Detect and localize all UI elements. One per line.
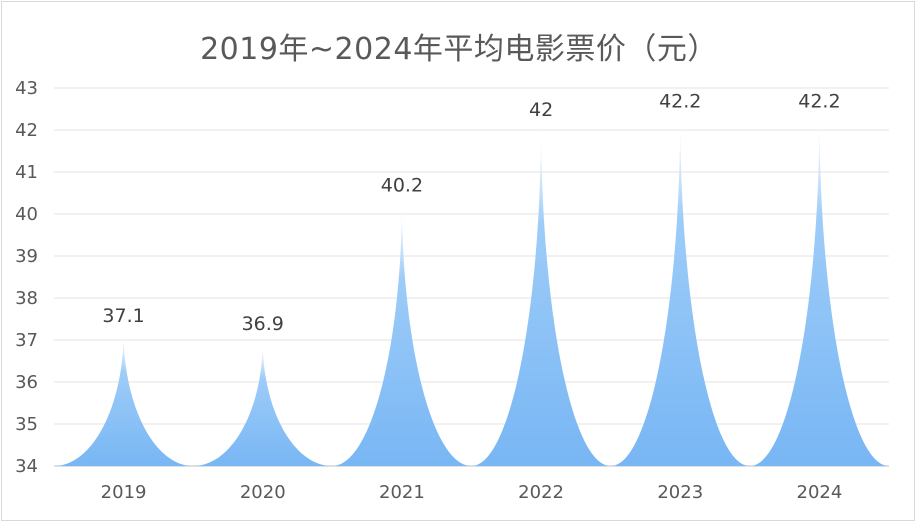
data-label-2024: 42.2 (798, 91, 840, 113)
y-tick-label: 36 (15, 372, 38, 393)
spike-2020 (193, 344, 333, 466)
spike-2019 (54, 335, 194, 466)
spike-2022 (471, 130, 611, 466)
data-label-2021: 40.2 (381, 175, 423, 197)
spike-2023 (610, 121, 750, 466)
y-tick-label: 41 (15, 162, 38, 183)
x-tick-label-2020: 2020 (240, 482, 286, 503)
data-label-2019: 37.1 (102, 305, 144, 327)
y-tick-label: 35 (15, 414, 38, 435)
spike-2021 (332, 205, 472, 466)
y-tick-label: 39 (15, 246, 38, 267)
y-tick-label: 43 (15, 78, 38, 99)
y-tick-label: 34 (15, 456, 38, 477)
gridlines (54, 87, 889, 467)
spike-2024 (749, 121, 889, 466)
x-tick-label-2021: 2021 (379, 482, 425, 503)
x-tick-label-2024: 2024 (797, 482, 843, 503)
x-tick-label-2023: 2023 (657, 482, 703, 503)
y-tick-label: 42 (15, 120, 38, 141)
x-tick-label-2019: 2019 (101, 482, 147, 503)
x-axis-ticks: 2019 2020 2021 2022 2023 2024 (101, 482, 843, 503)
y-tick-label: 40 (15, 204, 38, 225)
y-tick-label: 38 (15, 288, 38, 309)
data-labels: 37.1 36.9 40.2 42 42.2 42.2 (102, 91, 840, 336)
data-label-2020: 36.9 (242, 313, 284, 335)
y-axis-ticks: 34 35 36 37 38 39 40 41 42 43 (15, 78, 38, 477)
data-label-2023: 42.2 (659, 91, 701, 113)
y-tick-label: 37 (15, 330, 38, 351)
x-tick-label-2022: 2022 (518, 482, 564, 503)
chart-title: 2019年~2024年平均电影票价（元） (200, 32, 718, 67)
series-spikes (54, 121, 889, 466)
data-label-2022: 42 (529, 99, 553, 121)
